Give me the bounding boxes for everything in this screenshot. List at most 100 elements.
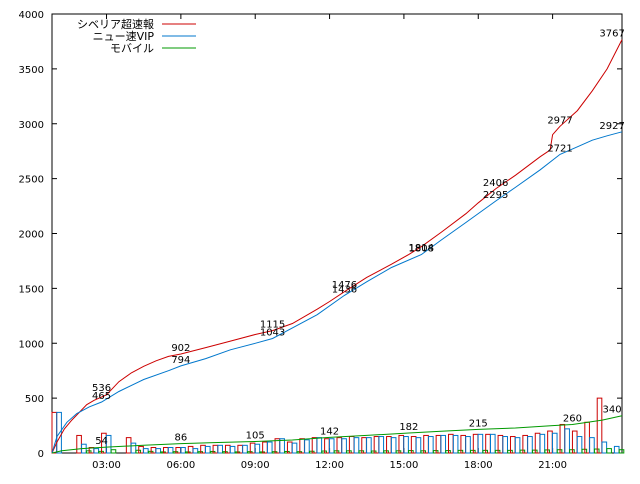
data-label: 3767 <box>599 29 624 40</box>
hourly-bar <box>403 436 409 454</box>
hourly-bar <box>390 437 397 454</box>
hourly-bar <box>229 445 236 454</box>
hourly-bar <box>316 437 323 454</box>
hourly-bar <box>266 441 273 454</box>
x-tick-label: 12:00 <box>315 460 344 471</box>
y-tick-label: 0 <box>38 449 44 460</box>
hourly-bar <box>576 436 583 454</box>
hourly-bar <box>125 437 132 454</box>
data-label: 105 <box>246 430 265 441</box>
hourly-bar <box>378 436 385 454</box>
hourly-bar <box>465 436 471 454</box>
hourly-bar <box>143 448 149 454</box>
hourly-bar <box>596 397 603 454</box>
data-label: 215 <box>469 418 488 429</box>
data-label: 182 <box>399 422 418 433</box>
y-tick-label: 3000 <box>19 120 44 131</box>
hourly-bar <box>167 447 174 454</box>
y-tick-label: 3500 <box>19 65 44 76</box>
hourly-bar <box>291 442 298 454</box>
data-label: 1476 <box>332 280 357 291</box>
hourly-bar <box>415 437 422 454</box>
data-label: 86 <box>175 433 188 444</box>
hourly-bar <box>606 448 612 454</box>
y-tick-label: 2500 <box>19 175 44 186</box>
data-label: 1808 <box>409 244 434 255</box>
hourly-bar <box>93 448 100 454</box>
data-label: 142 <box>320 426 339 437</box>
data-label: 2977 <box>547 115 572 126</box>
legend-entry-label: シベリア超速報 <box>77 17 154 31</box>
hourly-bar <box>242 444 248 454</box>
y-tick-label: 500 <box>25 394 44 405</box>
series-line <box>51 39 623 454</box>
hourly-bar <box>589 437 595 454</box>
hourly-bar <box>328 438 335 454</box>
data-label: 340 <box>603 405 622 416</box>
data-label: 1043 <box>260 328 285 339</box>
hourly-bar <box>564 428 570 454</box>
hourly-bar <box>76 434 82 454</box>
data-label: 1436 <box>332 284 357 295</box>
hourly-bar <box>514 437 521 454</box>
hourly-bar <box>428 436 434 454</box>
series-line <box>51 415 623 454</box>
y-tick-label: 4000 <box>19 10 44 21</box>
data-label: 794 <box>171 355 190 366</box>
data-label: 465 <box>92 391 111 402</box>
hourly-bar <box>618 449 625 454</box>
hourly-bar <box>353 437 360 454</box>
x-tick-label: 21:00 <box>538 460 567 471</box>
hourly-bar <box>56 411 62 454</box>
hourly-bar <box>299 438 305 454</box>
hourly-bar <box>155 448 162 454</box>
plot-frame <box>51 13 623 454</box>
data-label: 2295 <box>483 190 508 201</box>
hourly-bar <box>440 434 447 454</box>
hourly-bar <box>559 423 566 454</box>
hourly-bar <box>180 447 186 454</box>
x-tick-label: 18:00 <box>464 460 493 471</box>
hourly-bar <box>105 434 112 454</box>
data-label: 54 <box>95 436 108 447</box>
hourly-bar <box>311 437 318 454</box>
data-label: 1814 <box>409 243 434 254</box>
hourly-bar <box>366 437 372 454</box>
x-tick-label: 03:00 <box>92 460 121 471</box>
legend-entry-label: モバイル <box>110 42 154 55</box>
hourly-bar <box>204 445 211 454</box>
hourly-bar <box>217 444 223 454</box>
x-tick-label: 06:00 <box>166 460 195 471</box>
hourly-bar <box>452 434 459 454</box>
hourly-bar <box>477 433 484 454</box>
hourly-bar <box>341 438 347 454</box>
y-tick-label: 1500 <box>19 284 44 295</box>
hourly-bar <box>110 449 117 454</box>
data-label: 260 <box>563 413 582 424</box>
legend-entry-label: ニュー速VIP <box>93 30 155 43</box>
hourly-bar <box>192 448 199 454</box>
data-label: 2406 <box>483 178 508 189</box>
data-label: 2721 <box>547 143 572 154</box>
hourly-bar <box>539 433 546 454</box>
y-tick-label: 2000 <box>19 230 44 241</box>
hourly-bar <box>279 438 285 454</box>
hourly-bar <box>601 441 608 454</box>
data-label: 1115 <box>260 320 285 331</box>
series-line <box>51 131 623 454</box>
hourly-bar <box>130 442 137 454</box>
hourly-bar <box>489 433 496 454</box>
data-label: 536 <box>92 383 111 394</box>
x-tick-label: 15:00 <box>389 460 418 471</box>
hourly-bar <box>613 445 620 454</box>
hourly-bar <box>584 421 590 454</box>
hourly-bar <box>254 443 261 454</box>
hourly-bar <box>551 432 558 454</box>
data-label: 902 <box>171 343 190 354</box>
hourly-bar <box>502 436 508 454</box>
hourly-bar <box>262 441 268 454</box>
y-tick-label: 1000 <box>19 339 44 350</box>
x-tick-label: 09:00 <box>241 460 270 471</box>
